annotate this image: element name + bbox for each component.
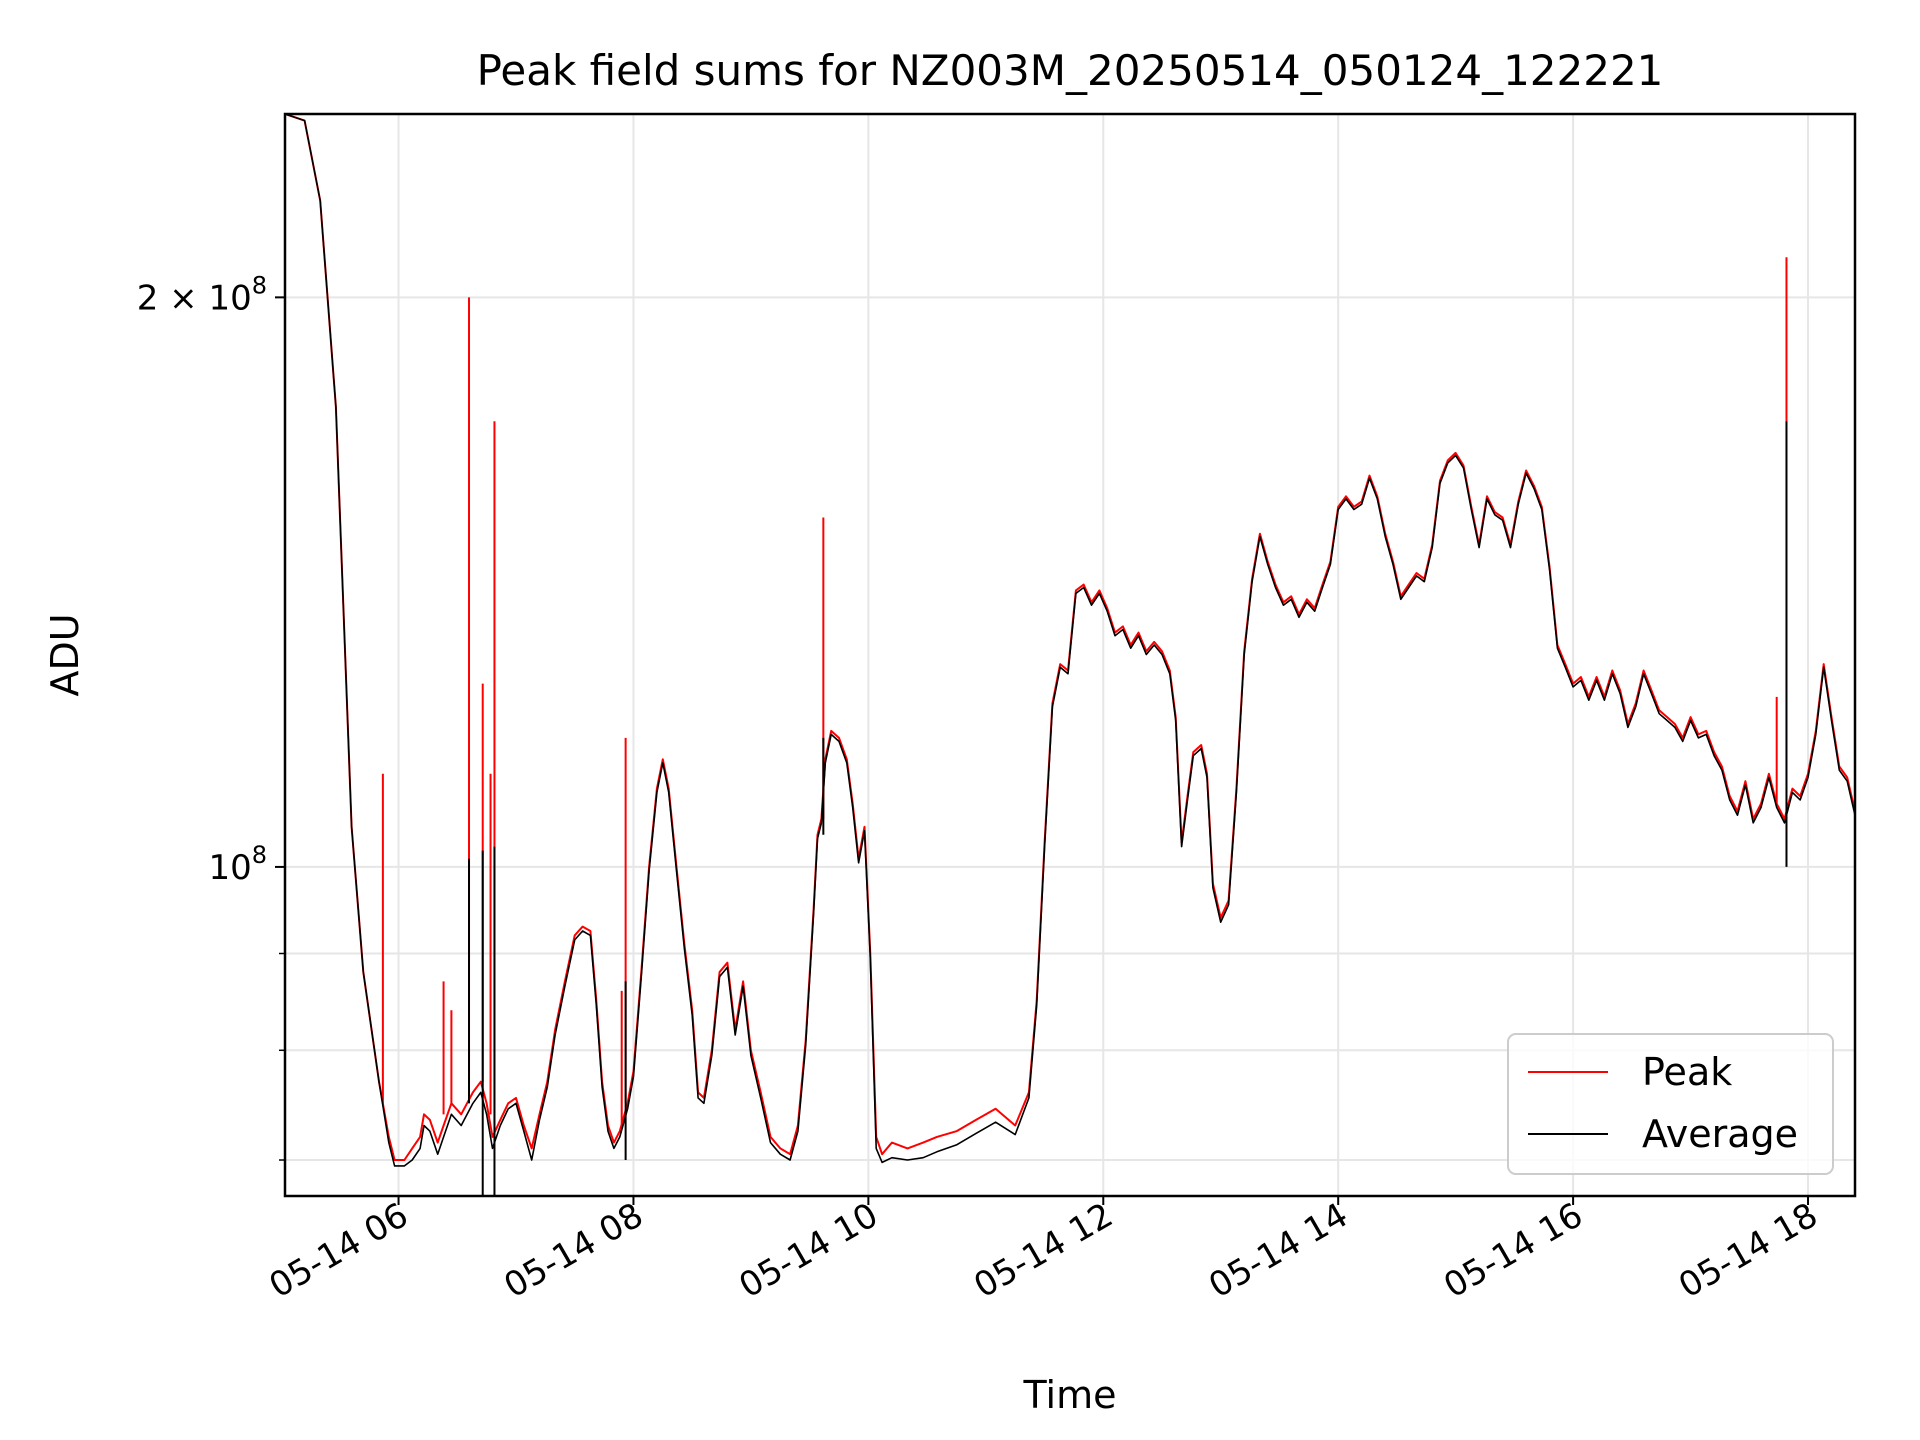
y-axis-label: ADU — [43, 613, 87, 696]
series-group — [285, 114, 1855, 1196]
legend-label-average: Average — [1642, 1112, 1798, 1156]
x-axis-label: Time — [1023, 1373, 1117, 1417]
y-tick-label: 2 × 108 — [137, 271, 267, 318]
chart-title: Peak field sums for NZ003M_20250514_0501… — [477, 46, 1664, 95]
series-average-line — [285, 114, 1855, 1167]
legend-label-peak: Peak — [1642, 1050, 1732, 1094]
legend-box — [1507, 1033, 1834, 1175]
plot-frame — [283, 112, 1857, 1198]
legend: Peak Average — [1507, 1033, 1834, 1175]
